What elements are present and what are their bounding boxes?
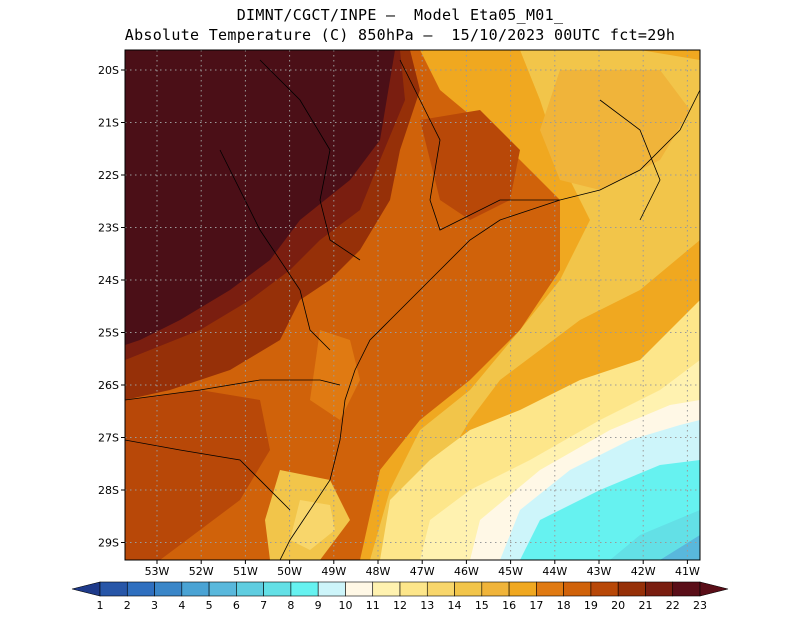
- colorbar-label-17: 17: [529, 599, 543, 612]
- lat-label-28s: 28S: [98, 484, 119, 497]
- lat-label-26s: 26S: [98, 379, 119, 392]
- lat-label-24s: 24S: [98, 274, 119, 287]
- colorbar-label-18: 18: [557, 599, 571, 612]
- chart-title-line-1: DIMNT/CGCT/INPE – Model Eta05_M01_: [236, 6, 564, 24]
- lon-label-50w: 50W: [277, 565, 302, 578]
- lon-label-46w: 46W: [454, 565, 479, 578]
- colorbar-segment-3: [154, 581, 183, 597]
- map-borders: [125, 59, 700, 560]
- state-border-sp-ms: [259, 59, 361, 261]
- state-border-mg-sp: [399, 59, 560, 231]
- colorbar-segment-16: [508, 581, 537, 597]
- colorbar-segment-21: [645, 581, 674, 597]
- river-parana: [219, 149, 331, 351]
- state-border-sc-rs: [125, 439, 291, 511]
- colorbar-segment-1: [99, 581, 128, 597]
- map-frame: [124, 49, 701, 561]
- map-gridlines: [125, 50, 700, 560]
- colorbar-label-22: 22: [666, 599, 680, 612]
- lon-label-45w: 45W: [498, 565, 523, 578]
- lon-label-49w: 49W: [321, 565, 346, 578]
- colorbar-label-19: 19: [584, 599, 598, 612]
- colorbar: [71, 581, 729, 597]
- colorbar-label-9: 9: [315, 599, 322, 612]
- colorbar-labels: 1 2 3 4 5 6 7 8 9 10 11 12 13 14 15 16 17 18 19 20 21 22 23: [97, 599, 708, 612]
- colorbar-segment-14: [454, 581, 483, 597]
- lat-label-25s: 25S: [98, 327, 119, 340]
- longitude-labels: 53W 52W 51W 50W 49W 48W 47W 46W 45W 44W 43W 42W 41W: [145, 560, 700, 578]
- colorbar-arrow-low: [71, 581, 101, 597]
- colorbar-label-13: 13: [420, 599, 434, 612]
- lat-label-22s: 22S: [98, 169, 119, 182]
- state-border-pr-sc: [125, 379, 341, 401]
- colorbar-label-10: 10: [338, 599, 352, 612]
- colorbar-label-11: 11: [366, 599, 380, 612]
- colorbar-segment-5: [208, 581, 237, 597]
- colorbar-segment-7: [263, 581, 292, 597]
- coastline: [279, 89, 700, 560]
- colorbar-label-4: 4: [178, 599, 185, 612]
- colorbar-label-7: 7: [260, 599, 267, 612]
- colorbar-label-2: 2: [124, 599, 131, 612]
- lat-label-21s: 21S: [98, 117, 119, 130]
- latitude-labels: 20S 21S 22S 23S 24S 25S 26S 27S 28S 29S: [98, 64, 125, 550]
- lon-label-42w: 42W: [631, 565, 656, 578]
- colorbar-segment-6: [236, 581, 264, 597]
- colorbar-arrow-high: [699, 581, 729, 597]
- colorbar-label-3: 3: [151, 599, 158, 612]
- chart-title-line-2: Absolute Temperature (C) 850hPa – 15/10/…: [124, 26, 676, 44]
- field-patch-coast: [310, 330, 360, 420]
- colorbar-label-6: 6: [233, 599, 240, 612]
- lon-label-48w: 48W: [366, 565, 391, 578]
- colorbar-segment-9: [317, 581, 346, 597]
- field-band-6: [660, 535, 700, 560]
- lon-label-51w: 51W: [233, 565, 258, 578]
- colorbar-label-8: 8: [287, 599, 294, 612]
- colorbar-segment-22: [672, 581, 701, 597]
- field-band-16-north: [540, 70, 690, 190]
- lat-label-29s: 29S: [98, 537, 119, 550]
- colorbar-segment-8: [290, 581, 319, 597]
- colorbar-segment-15: [481, 581, 510, 597]
- colorbar-segment-18: [563, 581, 592, 597]
- field-band-8: [610, 510, 700, 560]
- colorbar-label-5: 5: [206, 599, 213, 612]
- colorbar-label-15: 15: [475, 599, 489, 612]
- colorbar-label-23: 23: [693, 599, 707, 612]
- colorbar-segment-12: [399, 581, 428, 597]
- colorbar-label-20: 20: [611, 599, 625, 612]
- lon-label-43w: 43W: [587, 565, 612, 578]
- colorbar-segment-11: [372, 581, 401, 597]
- lon-label-53w: 53W: [145, 565, 170, 578]
- field-patch-southwest: [125, 390, 270, 560]
- field-tongue-south-core: [290, 500, 335, 550]
- colorbar-segment-17: [536, 581, 564, 597]
- temperature-field: [125, 50, 700, 560]
- colorbar-segment-2: [126, 581, 155, 597]
- colorbar-segment-10: [345, 581, 374, 597]
- colorbar-segment-19: [590, 581, 619, 597]
- colorbar-label-16: 16: [502, 599, 516, 612]
- lon-label-44w: 44W: [542, 565, 567, 578]
- field-patch-north: [420, 110, 520, 220]
- lon-label-52w: 52W: [189, 565, 214, 578]
- lat-label-20s: 20S: [98, 64, 119, 77]
- colorbar-segment-20: [617, 581, 646, 597]
- colorbar-label-21: 21: [638, 599, 652, 612]
- colorbar-segment-13: [426, 581, 455, 597]
- lat-label-23s: 23S: [98, 222, 119, 235]
- lon-label-41w: 41W: [675, 565, 700, 578]
- colorbar-label-1: 1: [97, 599, 104, 612]
- colorbar-label-14: 14: [448, 599, 462, 612]
- colorbar-segment-4: [181, 581, 210, 597]
- field-band-23: [125, 50, 395, 345]
- lon-label-47w: 47W: [410, 565, 435, 578]
- colorbar-label-12: 12: [393, 599, 407, 612]
- lat-label-27s: 27S: [98, 432, 119, 445]
- state-border-es: [599, 99, 661, 221]
